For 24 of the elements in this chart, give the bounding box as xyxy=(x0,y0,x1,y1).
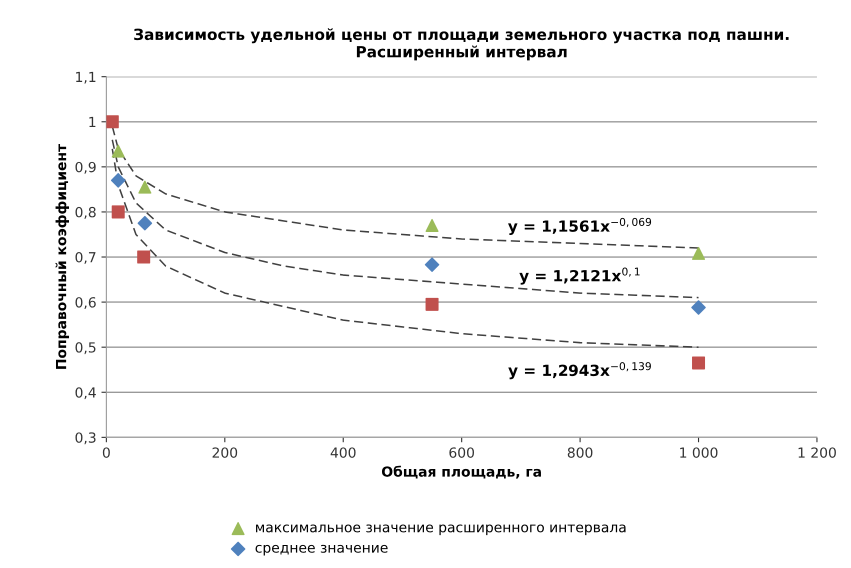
x-tick-label: 400 xyxy=(330,447,356,458)
legend-label: максимальное значение расширенного интервала xyxy=(256,524,626,536)
y-tick-label: 0,6 xyxy=(75,297,96,309)
y-tick-label: 1 xyxy=(89,116,96,128)
y-tick-label: 0,7 xyxy=(75,252,96,264)
x-tick-label: 800 xyxy=(568,447,592,458)
legend-label: среднее значение xyxy=(256,544,388,556)
y-tick-label: 0,5 xyxy=(75,342,96,354)
x-tick-label: 200 xyxy=(212,447,238,458)
annotation: y = 1,2121x$^{0,1}$ xyxy=(519,267,640,285)
x-tick-label: 1 200 xyxy=(798,447,836,458)
chart-title: Зависимость удельной цены от площади земельного участка под пашни. Расширенный интервал xyxy=(134,28,789,60)
x-tick-label: 600 xyxy=(449,447,474,458)
annotation: y = 1,1561x$^{−0,069}$ xyxy=(508,218,652,235)
y-tick-label: 0,4 xyxy=(75,387,96,400)
y-tick-label: 0,8 xyxy=(75,206,96,219)
x-tick-label: 0 xyxy=(102,447,110,458)
x-axis-title: Общая площадь, га xyxy=(382,466,541,479)
annotation: y = 1,2943x$^{−0,139}$ xyxy=(508,362,651,380)
y-tick-label: 1,1 xyxy=(76,72,96,84)
y-tick-label: 0,3 xyxy=(75,432,96,444)
y-axis-title: Поправочный коэффициент xyxy=(56,144,70,369)
x-tick-label: 1 000 xyxy=(680,447,718,458)
y-tick-label: 0,9 xyxy=(75,162,96,174)
